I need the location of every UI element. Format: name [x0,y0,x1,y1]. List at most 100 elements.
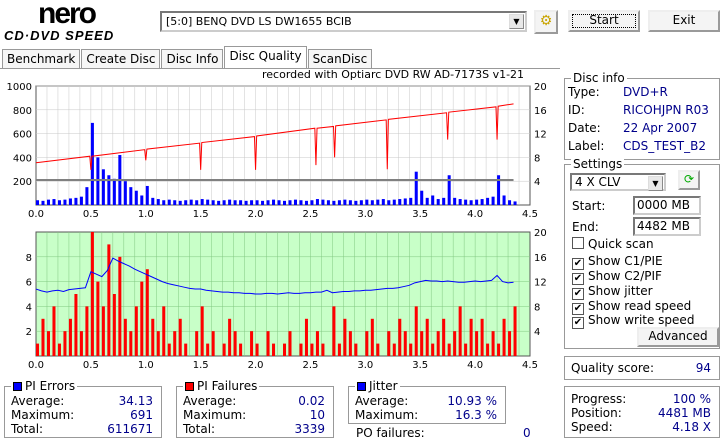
pie-bar [129,187,133,205]
end-input[interactable]: 4482 MB [633,217,701,236]
pie-maximum-label: Maximum: [11,408,75,422]
tab-scandisc[interactable]: ScanDisc [307,49,373,68]
pie-bar [68,198,72,205]
jitter-title-text: Jitter [369,379,398,393]
show-read-speed-checkbox[interactable]: ✔ Show read speed [572,299,691,315]
speed-select[interactable]: 4 X CLV ▼ [570,173,666,191]
pif-bar [403,331,407,356]
tab-benchmark[interactable]: Benchmark [2,49,81,68]
pif-bar [233,331,237,356]
x-tick-label: 2.5 [302,209,318,220]
chevron-down-icon[interactable]: ▼ [509,14,524,29]
pie-average-value: 34.13 [118,394,153,408]
y-tick-label: 2 [26,327,32,338]
nero-logo: nero [38,0,97,30]
pie-bar [502,195,506,205]
pie-maximum-value: 691 [130,408,153,422]
pie-bar [134,190,138,205]
chevron-down-icon[interactable]: ▼ [648,176,663,191]
y2-tick-label: 16 [534,106,547,117]
pie-bar [52,199,56,205]
pie-bar [486,197,490,205]
show-c1-checkbox[interactable]: ✔ Show C1/PIE [572,254,663,270]
pie-bar [211,200,215,205]
pif-bar [173,331,177,356]
checkmark-icon[interactable]: ✔ [572,258,584,270]
pie-bar [112,178,116,205]
show-c2-checkbox[interactable]: ✔ Show C2/PIF [572,269,662,285]
pif-bar [283,343,287,356]
pif-total-value: 3339 [294,422,325,436]
pie-bar [453,197,457,205]
speed-select-value: 4 X CLV [575,175,621,189]
y2-tick-label: 4 [534,177,540,188]
x-tick-label: 4.5 [522,209,538,220]
pif-bar [310,343,314,356]
drive-settings-icon[interactable]: ⚙ [534,10,558,34]
pif-total-label: Total: [183,422,216,436]
tab-disc-info[interactable]: Disc Info [161,49,224,68]
pie-bar [184,200,188,205]
pie-bar [90,122,94,205]
pif-bar [46,331,50,356]
pif-bar [288,331,292,356]
pie-bar [46,199,50,205]
pie-bar [156,199,160,205]
pie-bar [266,200,270,205]
po-failures-value: 0 [523,426,531,440]
tab-disc-quality[interactable]: Disc Quality [224,46,307,68]
start-input[interactable]: 0000 MB [633,196,701,215]
pie-bar [272,199,276,205]
drive-select[interactable]: [5:0] BENQ DVD LS DW1655 BCIB ▼ [160,11,527,32]
checkmark-icon[interactable]: ✔ [572,317,584,329]
quality-score-value: 94 [695,361,711,375]
x-tick-label: 3.0 [357,360,373,370]
pif-bar [480,318,484,356]
exit-button[interactable]: Exit [648,10,720,32]
date-label: Date: [568,121,601,135]
y2-tick-label: 12 [534,278,547,289]
pie-average-label: Average: [11,394,65,408]
quick-scan-label: Quick scan [588,237,654,251]
pif-maximum-label: Maximum: [183,408,247,422]
pie-bar [436,199,440,205]
id-value: RICOHJPN R03 [623,103,709,117]
checkmark-icon[interactable]: ✔ [572,273,584,285]
pie-bar [239,200,243,205]
pif-bar [145,269,149,356]
pif-bar [436,331,440,356]
advanced-button[interactable]: Advanced [637,327,719,347]
show-c1-label: Show C1/PIE [588,254,663,268]
pif-bar [475,331,479,356]
jitter-maximum-label: Maximum: [355,408,419,422]
pif-bar [266,331,270,356]
show-read-speed-label: Show read speed [588,299,692,313]
pie-bar [162,200,166,205]
pie-bar [107,175,111,205]
start-button[interactable]: Start [568,10,640,32]
checkbox-box[interactable] [572,237,584,249]
pif-bar [387,331,391,356]
charts-area: recorded with Optiarc DVD RW AD-7173S v1… [7,68,547,370]
pie-bar [447,175,451,205]
pie-bar [513,201,517,205]
pif-bar [57,343,61,356]
quick-scan-checkbox[interactable]: Quick scan [572,237,654,251]
y-tick-label: 8 [26,253,32,264]
show-jitter-checkbox[interactable]: ✔ Show jitter [572,284,653,300]
refresh-icon[interactable]: ⟳ [678,170,700,190]
disc-info-title: Disc info [571,71,627,85]
tab-create-disc[interactable]: Create Disc [81,49,161,68]
pif-bar [200,306,204,356]
y-tick-label: 4 [26,302,32,313]
pi-errors-panel: PI Errors Average: 34.13 Maximum: 691 To… [4,379,162,438]
pie-bar [326,200,330,205]
pif-bar [469,318,473,356]
pif-bar [134,306,138,356]
show-write-speed-checkbox[interactable]: ✔ Show write speed [572,313,694,329]
checkmark-icon[interactable]: ✔ [572,303,584,315]
x-tick-label: 0.5 [83,209,99,220]
checkmark-icon[interactable]: ✔ [572,288,584,300]
pie-bar [288,200,292,205]
pif-maximum-value: 10 [309,408,325,422]
